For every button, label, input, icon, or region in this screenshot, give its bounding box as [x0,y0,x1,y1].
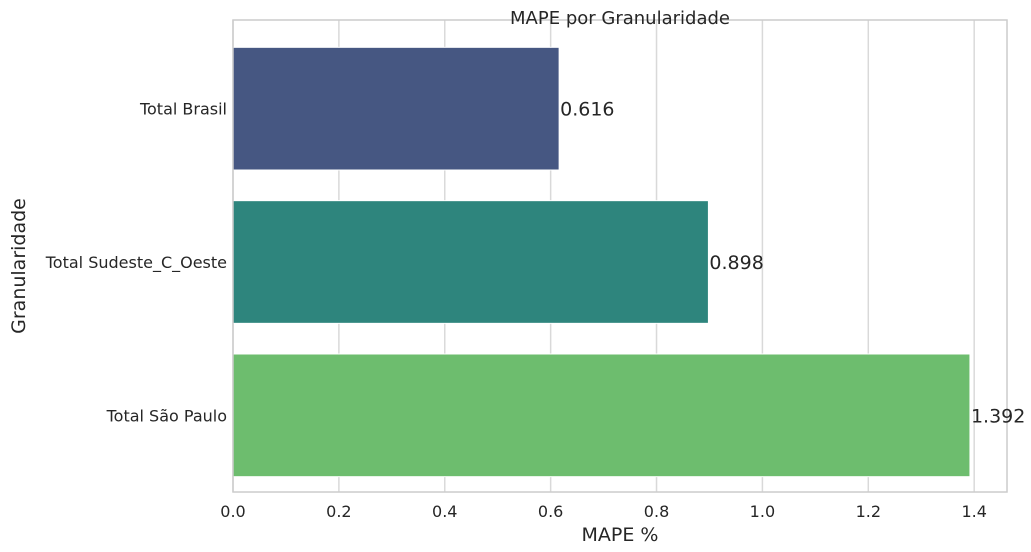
x-axis-label: MAPE % [582,524,659,546]
x-tick-label: 1.4 [961,502,986,521]
y-axis-label: Granularidade [8,198,30,334]
bar [232,353,971,478]
bar [232,46,560,171]
y-tick-label: Total Brasil [139,100,227,119]
x-tick-label: 0.4 [432,502,457,521]
data-labels: 0.616 0.898 1.392 [560,99,1025,428]
chart-title: MAPE por Granularidade [510,8,730,29]
axes-border [232,19,1008,493]
y-tick-label: Total Sudeste_C_Oeste [45,253,227,273]
data-label: 1.392 [971,405,1025,427]
y-tick-labels: Total Brasil Total Sudeste_C_Oeste Total S… [45,100,227,426]
x-tick-label: 1.0 [750,502,775,521]
x-tick-label: 0.0 [220,502,245,521]
x-tick-label: 1.2 [856,502,881,521]
x-tick-label: 0.8 [644,502,669,521]
plot-frame [232,19,1008,493]
data-label: 0.616 [560,99,614,121]
x-tick-labels: 0.0 0.2 0.4 0.6 0.8 1.0 1.2 1.4 [220,502,987,521]
bar [232,200,709,324]
x-tick-label: 0.6 [538,502,563,521]
y-tick-label: Total São Paulo [106,406,227,425]
x-tick-label: 0.2 [326,502,351,521]
data-label: 0.898 [709,252,763,274]
